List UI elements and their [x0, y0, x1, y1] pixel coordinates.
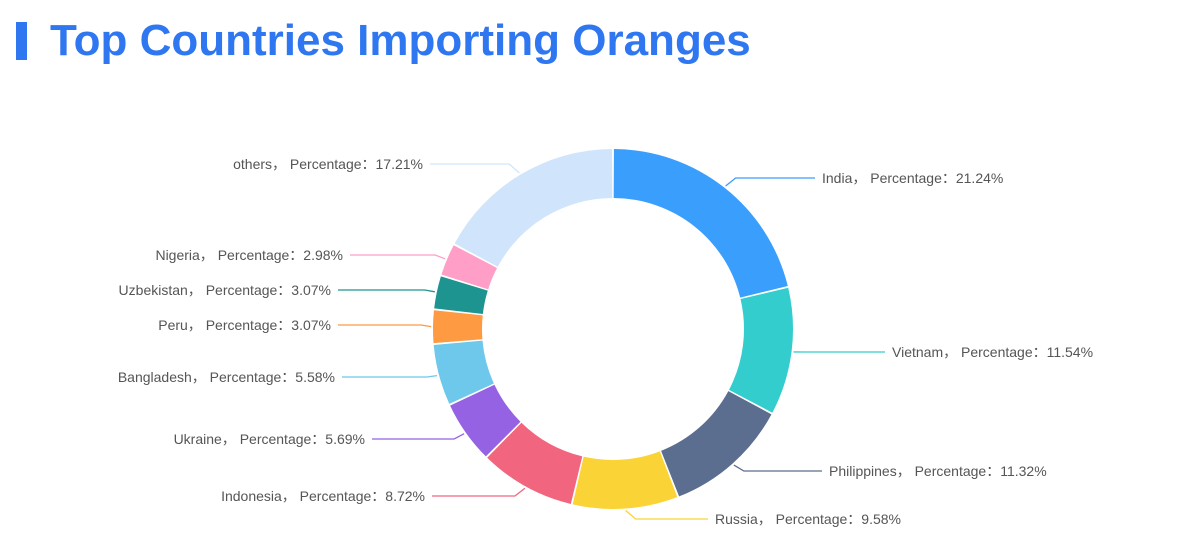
- slice-uzbekistan[interactable]: [434, 276, 488, 315]
- leader-line-philippines: [733, 464, 822, 472]
- leader-line-uzbekistan: [338, 289, 435, 293]
- leader-line-russia: [625, 510, 708, 520]
- slice-label-philippines: Philippines， Percentage：11.32%: [829, 463, 1047, 479]
- leader-line-ukraine: [372, 433, 465, 440]
- slice-label-peru: Peru， Percentage：3.07%: [158, 317, 331, 333]
- slice-label-others: others， Percentage：17.21%: [233, 156, 423, 172]
- slice-label-nigeria: Nigeria， Percentage：2.98%: [155, 247, 343, 263]
- chart-title: Top Countries Importing Oranges: [50, 16, 751, 65]
- slice-indonesia[interactable]: [487, 422, 583, 504]
- slice-label-vietnam: Vietnam， Percentage：11.54%: [892, 344, 1093, 360]
- slice-russia[interactable]: [572, 451, 678, 509]
- slice-label-india: India， Percentage：21.24%: [822, 170, 1003, 186]
- slice-philippines[interactable]: [661, 391, 772, 497]
- leader-line-india: [725, 177, 815, 187]
- slice-nigeria[interactable]: [441, 245, 498, 290]
- slice-label-russia: Russia， Percentage：9.58%: [715, 511, 901, 527]
- slice-bangladesh[interactable]: [433, 340, 494, 404]
- slice-india[interactable]: [613, 149, 788, 298]
- slice-label-bangladesh: Bangladesh， Percentage：5.58%: [118, 369, 335, 385]
- leader-line-others: [430, 163, 520, 174]
- title-accent-bar: [16, 22, 27, 60]
- leader-line-bangladesh: [342, 374, 438, 378]
- slice-ukraine[interactable]: [450, 384, 521, 457]
- slice-label-ukraine: Ukraine， Percentage：5.69%: [174, 431, 365, 447]
- slice-label-uzbekistan: Uzbekistan， Percentage：3.07%: [119, 282, 331, 298]
- slice-others[interactable]: [454, 149, 613, 267]
- slice-label-indonesia: Indonesia， Percentage：8.72%: [221, 488, 425, 504]
- leader-line-indonesia: [432, 487, 526, 497]
- slice-vietnam[interactable]: [728, 287, 794, 413]
- slice-peru[interactable]: [433, 310, 483, 344]
- leader-line-nigeria: [350, 254, 446, 260]
- leader-line-peru: [338, 324, 432, 328]
